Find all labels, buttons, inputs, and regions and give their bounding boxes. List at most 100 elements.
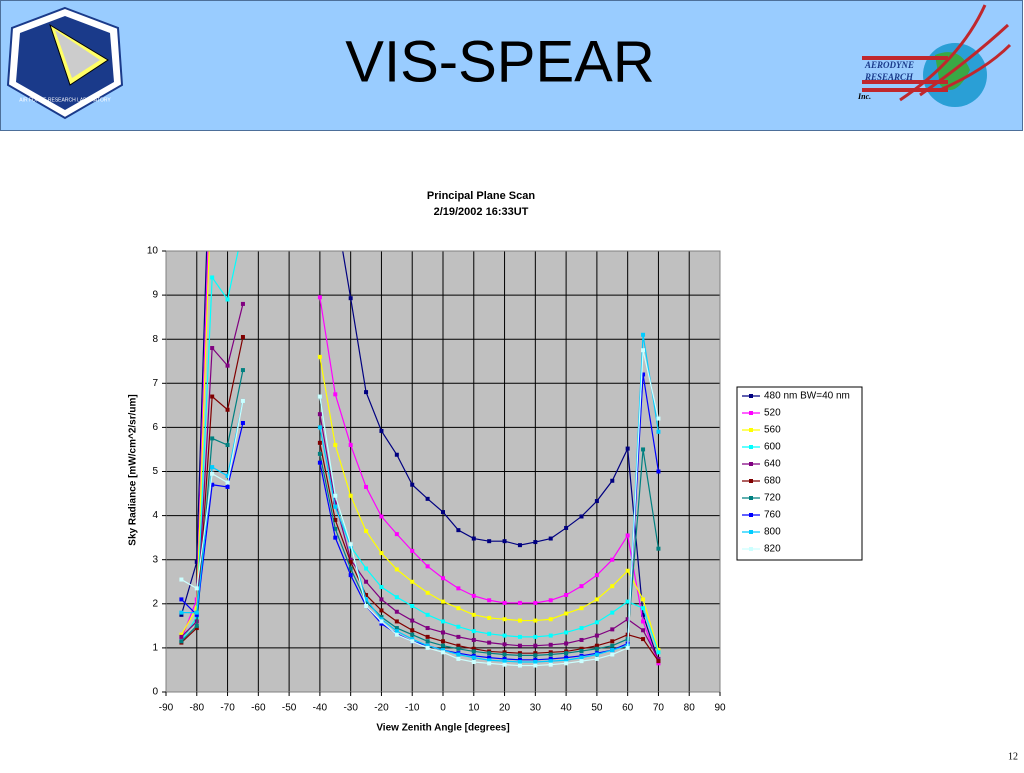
- data-point: [425, 634, 430, 639]
- data-point: [179, 639, 184, 644]
- data-point: [487, 539, 492, 544]
- data-point: [425, 496, 430, 501]
- x-tick-label: -20: [374, 703, 389, 714]
- data-point: [179, 577, 184, 582]
- data-point: [487, 631, 492, 636]
- x-tick-label: 50: [591, 703, 603, 714]
- data-point: [487, 615, 492, 620]
- data-point: [410, 604, 415, 609]
- data-point: [502, 652, 507, 657]
- data-point: [502, 539, 507, 544]
- data-point: [579, 584, 584, 589]
- data-point: [226, 161, 230, 165]
- data-point: [210, 436, 215, 441]
- data-point: [194, 626, 199, 631]
- data-point: [225, 480, 230, 485]
- data-point: [502, 659, 507, 664]
- data-point: [564, 525, 569, 530]
- data-point: [410, 618, 415, 623]
- data-point: [471, 536, 476, 541]
- x-tick-label: 60: [622, 703, 634, 714]
- data-point: [656, 648, 661, 653]
- data-point: [333, 500, 338, 505]
- y-axis-title: Sky Radiance [mW/cm^2/sr/um]: [128, 394, 139, 545]
- x-tick-label: 20: [499, 703, 511, 714]
- data-point: [456, 643, 461, 648]
- data-point: [379, 619, 384, 624]
- data-point: [594, 597, 599, 602]
- x-tick-label: 40: [561, 703, 573, 714]
- data-point: [502, 642, 507, 647]
- data-point: [502, 662, 507, 667]
- x-tick-label: -70: [220, 703, 235, 714]
- data-point: [548, 598, 553, 603]
- legend-label: 560: [764, 425, 781, 436]
- data-point: [625, 617, 630, 622]
- data-point: [210, 275, 215, 280]
- legend: 480 nm BW=40 nm 520 560 600 640 680 720 760 800 8…: [742, 391, 850, 555]
- data-point: [441, 643, 445, 648]
- legend-box: [736, 386, 863, 561]
- data-point: [240, 334, 245, 339]
- legend-label: 600: [764, 442, 781, 453]
- data-point: [594, 652, 599, 657]
- data-point: [333, 535, 338, 540]
- data-point: [425, 612, 430, 617]
- data-point: [548, 650, 553, 655]
- legend-marker: [749, 513, 753, 517]
- data-point: [610, 557, 615, 562]
- data-point: [487, 661, 492, 666]
- data-point: [456, 586, 461, 591]
- data-point: [641, 606, 646, 611]
- y-tick-label: 8: [152, 334, 158, 345]
- logo-text: AERODYNE: [864, 60, 914, 70]
- header-bar: [0, 0, 1023, 131]
- legend-label: 760: [764, 510, 781, 521]
- x-tick-label: -30: [343, 703, 358, 714]
- data-point: [579, 626, 584, 631]
- data-point: [210, 482, 215, 487]
- y-tick-label: 6: [152, 422, 158, 433]
- data-point: [517, 634, 522, 639]
- data-point: [441, 648, 445, 653]
- data-point: [579, 648, 584, 653]
- data-point: [179, 632, 184, 637]
- data-point: [364, 484, 369, 489]
- data-point: [210, 465, 215, 470]
- afrl-logo-text: AIR FORCE RESEARCH LABORATORY: [19, 97, 111, 103]
- x-tick-label: 30: [530, 703, 542, 714]
- data-point: [410, 639, 415, 644]
- y-tick-label: 7: [152, 378, 158, 389]
- data-point: [594, 633, 599, 638]
- data-point: [456, 656, 461, 661]
- data-point: [317, 354, 322, 359]
- data-point: [533, 618, 538, 623]
- data-point: [348, 559, 353, 564]
- legend-label: 480 nm BW=40 nm: [764, 391, 850, 402]
- data-point: [240, 398, 245, 403]
- data-point: [471, 637, 476, 642]
- x-tick-label: -80: [190, 703, 205, 714]
- legend-label: 680: [764, 476, 781, 487]
- data-point: [502, 600, 507, 605]
- legend-marker: [749, 547, 753, 551]
- data-point: [548, 659, 553, 664]
- data-point: [379, 585, 384, 590]
- data-point: [425, 645, 430, 650]
- aerodyne-logo: AERODYNE RESEARCH Inc.: [857, 4, 1012, 107]
- data-point: [225, 473, 230, 478]
- data-point: [456, 646, 461, 651]
- data-point: [194, 559, 199, 564]
- data-point: [456, 624, 461, 629]
- series-lines: [179, 161, 661, 668]
- data-point: [548, 536, 553, 541]
- data-point: [610, 627, 615, 632]
- data-point: [579, 646, 584, 651]
- data-point: [394, 632, 399, 637]
- y-tick-label: 10: [147, 246, 159, 257]
- data-point: [564, 630, 569, 635]
- data-point: [517, 600, 522, 605]
- legend-label: 720: [764, 493, 781, 504]
- data-point: [517, 660, 522, 665]
- data-point: [533, 653, 538, 658]
